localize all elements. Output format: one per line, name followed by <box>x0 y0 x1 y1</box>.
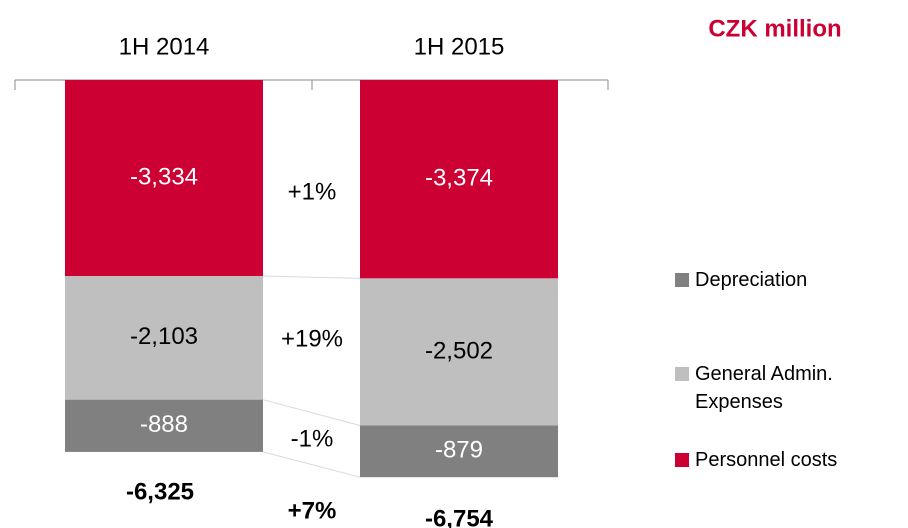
legend-swatch <box>675 273 689 287</box>
value-label: -2,103 <box>130 323 198 350</box>
connector <box>262 275 361 279</box>
x-tick-label: 1H 2014 <box>119 33 210 60</box>
x-tick-label: 1H 2015 <box>414 33 505 60</box>
legend-label: Depreciation <box>695 269 808 291</box>
value-label: -3,334 <box>130 163 198 190</box>
value-label: -888 <box>140 411 188 438</box>
unit-label: CZK million <box>708 15 841 42</box>
total-label: -6,754 <box>425 505 494 528</box>
value-label: -3,374 <box>425 165 493 192</box>
legend-item: Depreciation <box>675 268 875 294</box>
change-label: -1% <box>291 425 334 452</box>
bar-segment <box>65 399 263 452</box>
value-label: -879 <box>435 437 483 464</box>
bar-segment <box>360 80 558 279</box>
legend-label: Personnel costs <box>695 449 838 471</box>
legend-item: Personnel costs <box>675 448 875 474</box>
bar-segment <box>65 80 263 277</box>
total-label: -6,325 <box>126 478 194 505</box>
legend-swatch <box>675 453 689 467</box>
connector <box>262 451 361 478</box>
bar-segment <box>360 425 558 478</box>
change-label: +19% <box>281 325 343 352</box>
legend-swatch <box>675 367 689 381</box>
legend-item: General Admin. Expenses <box>675 362 875 416</box>
value-label: -2,502 <box>425 337 493 364</box>
legend-label: General Admin. Expenses <box>695 363 833 413</box>
change-label: +1% <box>288 178 337 205</box>
change-label: +7% <box>288 497 337 524</box>
bar-segment <box>65 276 263 400</box>
connector <box>262 399 361 426</box>
bar-segment <box>360 278 558 426</box>
